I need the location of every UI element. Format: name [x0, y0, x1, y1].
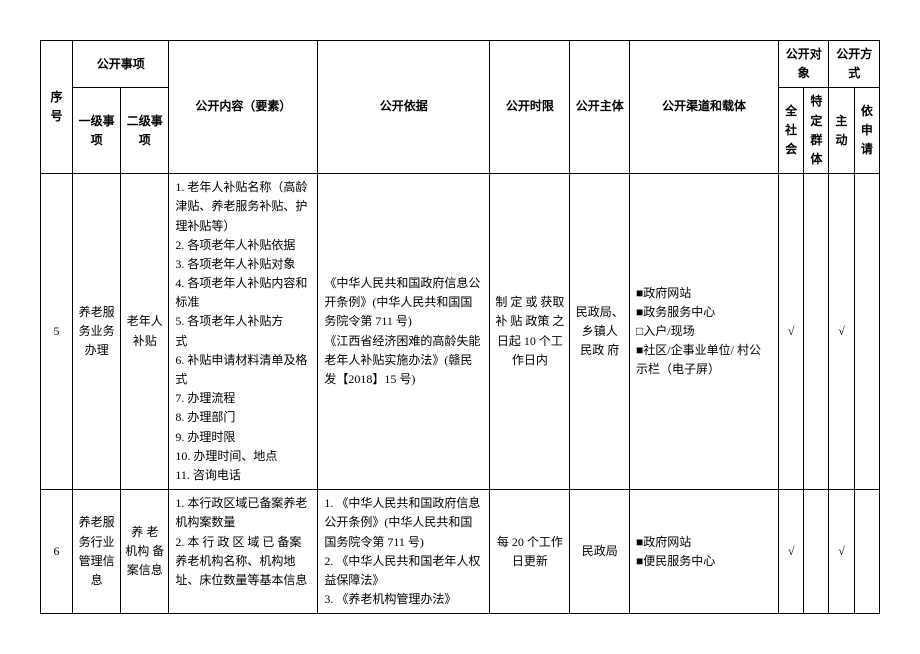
header-by-apply: 依申请	[854, 88, 879, 174]
header-matters: 公开事项	[73, 41, 169, 88]
table-row: 6 养老服务行业管理信息 养 老 机构 备 案信息 1. 本行政区域已备案养老机…	[41, 490, 880, 614]
cell-active: √	[829, 490, 854, 614]
cell-level1: 养老服务行业管理信息	[73, 490, 121, 614]
cell-content: 1. 本行政区域已备案养老机构案数量2. 本 行 政 区 域 已 备案 养老机构…	[169, 490, 318, 614]
cell-timelimit: 每 20 个工作日更新	[490, 490, 570, 614]
header-channel: 公开渠道和载体	[630, 41, 779, 174]
cell-level2: 养 老 机构 备 案信息	[121, 490, 169, 614]
disclosure-table: 序号 公开事项 公开内容（要素） 公开依据 公开时限 公开主体 公开渠道和载体 …	[40, 40, 880, 614]
cell-basis: 1. 《中华人民共和国政府信息公开条例》(中华人民共和国国务院令第 711 号)…	[318, 490, 490, 614]
cell-by-apply	[854, 490, 879, 614]
cell-by-apply	[854, 174, 879, 490]
cell-all-society: √	[779, 174, 804, 490]
header-specific: 特定群体	[804, 88, 829, 174]
cell-subject: 民政局、乡镇人 民政 府	[570, 174, 630, 490]
header-level2: 二级事项	[121, 88, 169, 174]
header-subject: 公开主体	[570, 41, 630, 174]
header-all-society: 全社会	[779, 88, 804, 174]
header-timelimit: 公开时限	[490, 41, 570, 174]
cell-timelimit: 制 定 或 获取 补 贴 政策 之 日起 10 个工作日内	[490, 174, 570, 490]
cell-channel: ■政府网站■政务服务中心□入户/现场■社区/企事业单位/ 村公示栏（电子屏）	[630, 174, 779, 490]
header-basis: 公开依据	[318, 41, 490, 174]
cell-specific	[804, 174, 829, 490]
cell-basis: 《中华人民共和国政府信息公开条例》(中华人民共和国国务院令第 711 号)《江西…	[318, 174, 490, 490]
cell-channel: ■政府网站■便民服务中心	[630, 490, 779, 614]
table-row: 5 养老服务业务办理 老年人补贴 1. 老年人补贴名称（高龄津贴、养老服务补贴、…	[41, 174, 880, 490]
header-method: 公开方式	[829, 41, 880, 88]
header-content: 公开内容（要素）	[169, 41, 318, 174]
cell-active: √	[829, 174, 854, 490]
cell-content: 1. 老年人补贴名称（高龄津贴、养老服务补贴、护理补贴等）2. 各项老年人补贴依…	[169, 174, 318, 490]
cell-subject: 民政局	[570, 490, 630, 614]
cell-seq: 6	[41, 490, 73, 614]
cell-all-society: √	[779, 490, 804, 614]
header-active: 主动	[829, 88, 854, 174]
cell-level2: 老年人补贴	[121, 174, 169, 490]
header-level1: 一级事项	[73, 88, 121, 174]
cell-specific	[804, 490, 829, 614]
cell-level1: 养老服务业务办理	[73, 174, 121, 490]
cell-seq: 5	[41, 174, 73, 490]
header-seq: 序号	[41, 41, 73, 174]
header-target: 公开对象	[779, 41, 829, 88]
